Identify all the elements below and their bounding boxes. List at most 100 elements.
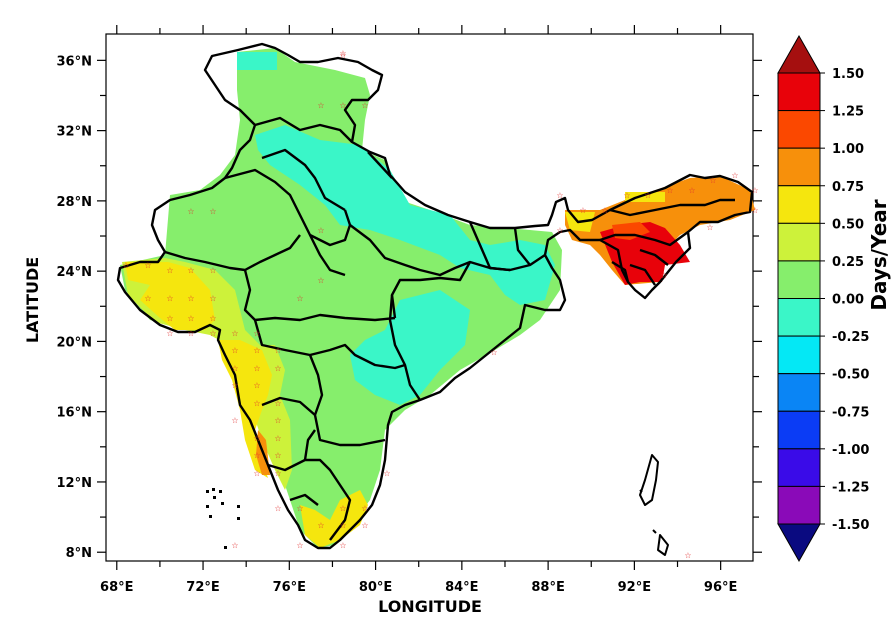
station-star: ☆ [209, 314, 216, 323]
colorbar-swatch [778, 186, 820, 224]
lon-tick-label: 92°E [618, 580, 651, 595]
field-cyan-ladakh [237, 52, 277, 70]
colorbar-title: Days/Year [867, 199, 891, 310]
station-star: ☆ [339, 504, 346, 513]
station-star: ☆ [209, 329, 216, 338]
lat-tick-label: 12°N [57, 476, 92, 491]
station-star: ☆ [296, 504, 303, 513]
station-star: ☆ [231, 416, 238, 425]
station-star: ☆ [253, 434, 260, 443]
colorbar-swatch [778, 111, 820, 149]
station-star: ☆ [317, 276, 324, 285]
colorbar-label: 1.00 [832, 142, 864, 157]
station-star: ☆ [317, 101, 324, 110]
lat-tick-label: 16°N [57, 406, 92, 421]
colorbar-top-arrow [778, 36, 820, 73]
lat-tick-label: 20°N [57, 335, 92, 350]
station-star: ☆ [601, 206, 608, 215]
station-star: ☆ [490, 348, 497, 357]
lon-tick-label: 68°E [100, 580, 133, 595]
station-star: ☆ [187, 294, 194, 303]
station-star: ☆ [253, 451, 260, 460]
lon-tick-label: 88°E [531, 580, 564, 595]
station-star: ☆ [253, 381, 260, 390]
station-star: ☆ [122, 261, 129, 270]
lat-tick-label: 24°N [57, 265, 92, 280]
x-axis-title: LONGITUDE [378, 597, 482, 616]
station-star: ☆ [274, 399, 281, 408]
station-star: ☆ [253, 399, 260, 408]
station-star: ☆ [231, 381, 238, 390]
station-star: ☆ [644, 191, 651, 200]
station-star: ☆ [274, 416, 281, 425]
colorbar-label: 0.50 [832, 217, 864, 232]
station-star: ☆ [751, 186, 758, 195]
station-star: ☆ [339, 101, 346, 110]
lat-tick-label: 36°N [57, 54, 92, 69]
colorbar-swatch [778, 73, 820, 111]
station-star: ☆ [556, 191, 563, 200]
colorbar-label: -0.25 [832, 330, 869, 345]
lat-tick-label: 28°N [57, 195, 92, 210]
station-star: ☆ [383, 469, 390, 478]
station-star: ☆ [709, 176, 716, 185]
colorbar-label: 0.75 [832, 180, 864, 195]
station-star: ☆ [666, 186, 673, 195]
station-star: ☆ [209, 207, 216, 216]
y-axis-title: LATITUDE [23, 257, 42, 343]
station-star: ☆ [751, 206, 758, 215]
colorbar-swatch [778, 336, 820, 374]
lat-tick-label: 8°N [66, 546, 92, 561]
station-star: ☆ [209, 294, 216, 303]
lat-tick-label: 32°N [57, 125, 92, 140]
station-star: ☆ [274, 364, 281, 373]
colorbar-swatch [778, 374, 820, 412]
station-star: ☆ [660, 271, 667, 280]
lon-tick-label: 72°E [186, 580, 219, 595]
station-star: ☆ [231, 346, 238, 355]
colorbar-swatch [778, 261, 820, 299]
station-star: ☆ [296, 541, 303, 550]
colorbar-bottom-arrow [778, 524, 820, 561]
colorbar-label: 1.50 [832, 67, 864, 82]
station-star: ☆ [144, 294, 151, 303]
lon-tick-label: 80°E [359, 580, 392, 595]
colorbar: 1.501.251.000.750.500.250.00-0.25-0.50-0… [778, 36, 869, 561]
station-star: ☆ [166, 266, 173, 275]
station-star: ☆ [231, 329, 238, 338]
station-star: ☆ [187, 329, 194, 338]
station-star: ☆ [253, 346, 260, 355]
station-star: ☆ [166, 314, 173, 323]
station-star: ☆ [579, 206, 586, 215]
lon-tick-label: 76°E [273, 580, 306, 595]
station-star: ☆ [274, 346, 281, 355]
station-star: ☆ [339, 51, 346, 60]
station-star: ☆ [231, 541, 238, 550]
station-star: ☆ [623, 191, 630, 200]
station-star: ☆ [274, 469, 281, 478]
station-star: ☆ [731, 171, 738, 180]
colorbar-swatch [778, 299, 820, 337]
station-star: ☆ [339, 521, 346, 530]
station-star: ☆ [317, 226, 324, 235]
station-star: ☆ [187, 314, 194, 323]
colorbar-swatch [778, 411, 820, 449]
colorbar-label: -0.50 [832, 368, 869, 383]
colorbar-label: -1.25 [832, 480, 869, 495]
station-star: ☆ [166, 294, 173, 303]
station-star: ☆ [296, 294, 303, 303]
station-star: ☆ [144, 261, 151, 270]
station-star: ☆ [684, 551, 691, 560]
station-star: ☆ [209, 266, 216, 275]
station-star: ☆ [361, 101, 368, 110]
station-star: ☆ [706, 223, 713, 232]
lon-tick-label: 96°E [704, 580, 737, 595]
station-star: ☆ [274, 504, 281, 513]
colorbar-label: -0.75 [832, 405, 869, 420]
station-star: ☆ [688, 186, 695, 195]
colorbar-label: -1.00 [832, 443, 869, 458]
station-star: ☆ [187, 207, 194, 216]
station-star: ☆ [187, 266, 194, 275]
colorbar-swatch [778, 223, 820, 261]
